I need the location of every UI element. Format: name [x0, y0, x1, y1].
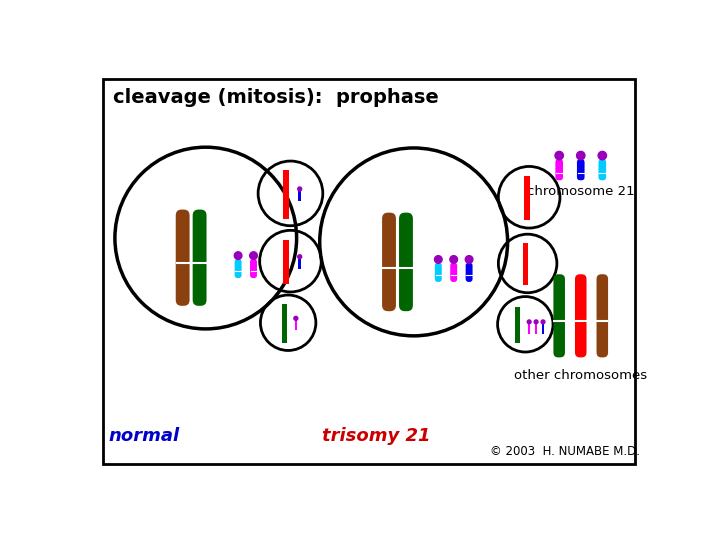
FancyBboxPatch shape	[435, 262, 442, 282]
Circle shape	[577, 151, 585, 160]
Text: other chromosomes: other chromosomes	[514, 369, 647, 382]
Circle shape	[294, 316, 298, 320]
FancyBboxPatch shape	[399, 213, 413, 311]
Circle shape	[298, 255, 302, 259]
FancyBboxPatch shape	[382, 213, 396, 311]
Circle shape	[250, 252, 257, 259]
Circle shape	[598, 151, 606, 160]
Text: normal: normal	[109, 427, 180, 445]
Bar	[294, 320, 297, 330]
FancyBboxPatch shape	[176, 210, 189, 306]
Text: © 2003  H. NUMABE M.D.: © 2003 H. NUMABE M.D.	[490, 445, 640, 458]
FancyBboxPatch shape	[575, 274, 587, 357]
Circle shape	[527, 320, 531, 324]
Circle shape	[234, 252, 242, 259]
FancyBboxPatch shape	[555, 159, 563, 180]
Circle shape	[434, 255, 442, 264]
Circle shape	[298, 187, 302, 191]
Circle shape	[534, 320, 538, 324]
Text: chromosome 21: chromosome 21	[527, 185, 634, 198]
Circle shape	[541, 320, 545, 324]
FancyBboxPatch shape	[450, 262, 457, 282]
Bar	[298, 258, 301, 269]
Bar	[283, 240, 289, 284]
Bar	[528, 323, 531, 334]
Bar	[515, 307, 521, 343]
FancyBboxPatch shape	[250, 259, 257, 278]
FancyBboxPatch shape	[466, 262, 472, 282]
FancyBboxPatch shape	[597, 274, 608, 357]
Text: trisomy 21: trisomy 21	[323, 427, 431, 445]
Bar	[524, 176, 529, 220]
Circle shape	[465, 255, 473, 264]
Bar	[283, 170, 289, 219]
Bar	[535, 323, 537, 334]
Text: cleavage (mitosis):  prophase: cleavage (mitosis): prophase	[113, 88, 439, 107]
FancyBboxPatch shape	[235, 259, 242, 278]
Circle shape	[555, 151, 563, 160]
FancyBboxPatch shape	[577, 159, 585, 180]
Bar	[298, 191, 301, 201]
Bar	[541, 323, 544, 334]
Circle shape	[450, 255, 457, 264]
Bar	[523, 244, 528, 285]
FancyBboxPatch shape	[554, 274, 565, 357]
FancyBboxPatch shape	[598, 159, 606, 180]
FancyBboxPatch shape	[193, 210, 207, 306]
Bar	[282, 304, 287, 343]
